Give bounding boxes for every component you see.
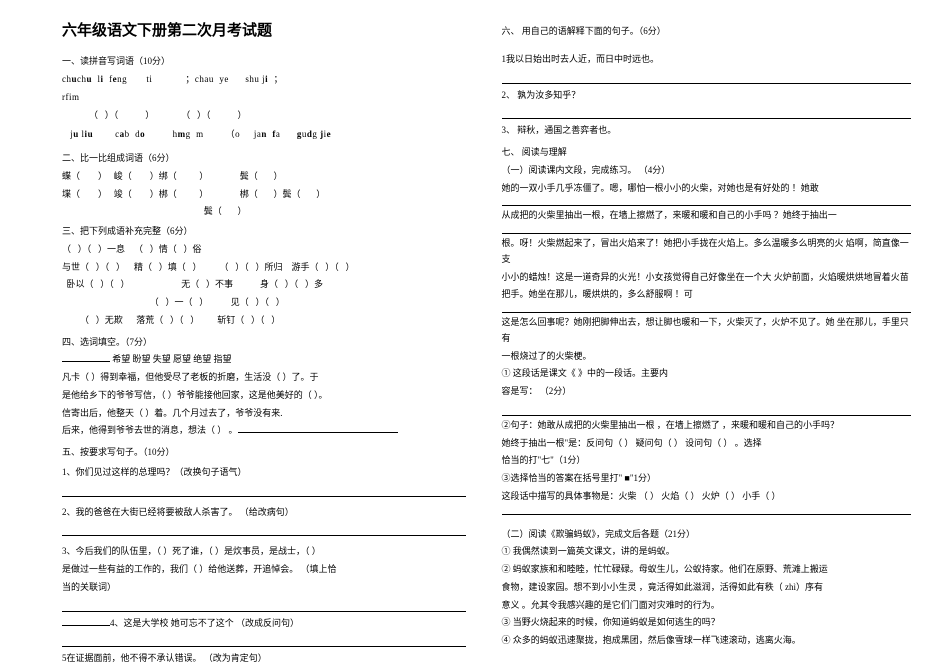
sec3-r1: （ ）（ ）一息 （ ）情（ ）俗 <box>62 242 466 258</box>
sec2-head: 二、比一比组成词语（6分） <box>62 151 466 167</box>
blank-line <box>62 633 466 647</box>
sec3-r5: （ ）无欺 落荒（ ）（ ） 斩钉（ ）（ ） <box>62 313 466 329</box>
sec3-r4: （ ）一（ ） 见（ ）（ ） <box>62 295 466 311</box>
sec2-r1: 蝶（ ） 峻（ ）绑（ ） 鬓（ ） <box>62 169 466 185</box>
sec5-q2: 2、我的爸爸在大街已经将要被敌人杀害了。 （给改病句） <box>62 505 466 521</box>
sec5-q3a: 3、今后我们的队伍里，（ ）死了谁，（ ）是炊事员，是战士，（ ） <box>62 544 466 560</box>
sec2-r2: 堞（ ） 竣（ ）梆（ ） 梆（ ）鬓（ ） <box>62 187 466 203</box>
sec1-pinyin-1b: rfim <box>62 90 466 106</box>
sec7-p1-l3: 根。呀！火柴燃起来了，冒出火焰来了！她把小手拢在火焰上。多么温暖多么明亮的火 焰… <box>502 236 912 268</box>
sec7-p1-head: （一）阅读课内文段，完成练习。 （4分） <box>502 163 912 179</box>
sec5-q1: 1、你们见过这样的总理吗？（改换句子语气） <box>62 465 466 481</box>
sec7-p1-l7: 一根烧过了的火柴梗。 <box>502 349 912 365</box>
sec3-head: 三、把下列成语补充完整（6分） <box>62 224 466 240</box>
sec7-p1-l6: 这是怎么回事呢？她刚把脚伸出去，想让脚也暖和一下，火柴灭了，火炉不见了。她 坐在… <box>502 315 912 347</box>
sec2-r3: 鬓（ ） <box>62 204 466 220</box>
sec7-p1-l4: 小小的蜡烛！这是一道奇异的火光！小女孩觉得自己好像坐在一个大 火炉前面，火焰暖烘… <box>502 270 912 286</box>
sec1-pinyin-1: chuchu li feng ti ；chau ye shu ji ； <box>62 72 466 88</box>
page-title: 六年级语文下册第二次月考试题 <box>62 18 466 44</box>
sec7-p2-l3: 食物，建设家园。想不到小小生灵 ，竟活得如此滋润，活得如此有秩（ zhì）序有 <box>502 580 912 596</box>
blank-line <box>62 598 466 612</box>
right-column: 六、 用自己的语解释下面的句子。（6分） 1我以日始出时去人近，而日中时远也。 … <box>492 18 922 650</box>
sec3-r2: 与世（ ）（ ） 精（ ）填（ ） （ ）（ ）所归 游手（ ）（ ） <box>62 260 466 276</box>
sec7-q2a: ②句子：她敢从成把的火柴里抽出一根 ，在墙上擦燃了 ，来暖和暖和自己的小手吗？ <box>502 418 912 434</box>
sec5-q4: 4、这是大学校 她可忘不了这个 （改成反问句） <box>62 616 466 632</box>
sec4-head: 四、选词填空。（7分） <box>62 335 466 351</box>
sec4-l1: 凡卡（ ）得到幸福，但他受尽了老板的折磨，生活没（ ）了。于 <box>62 370 466 386</box>
blank-line <box>502 70 912 84</box>
sec7-p2-l6: ④ 众多的蚂蚁迅速聚拢，抱成黑团，然后像雪球一样飞速滚动，逃离火海。 <box>502 633 912 649</box>
sec7-q1a: ① 这段话是课文《 》中的一段话。主要内 <box>502 366 912 382</box>
sec7-p2-head: （二）阅读《欺骗蚂蚁》，完成文后各题（21分） <box>502 527 912 543</box>
sec6-q2: 2、 孰为汝多知乎？ <box>502 88 912 104</box>
sec7-p2-l1: ① 我偶然读到一篇英文课文，讲的是蚂蚁。 <box>502 544 912 560</box>
sec7-p2-l4: 意义 。允其令我感兴趣的是它们门面对灾难时的行为。 <box>502 598 912 614</box>
sec6-q1: 1我以日始出时去人近，而日中时远也。 <box>502 52 912 68</box>
sec7-p2-l5: ③ 当野火烧起来的时候，你知道蚂蚁是如何逃生的吗？ <box>502 615 912 631</box>
sec4-l4: 后来，他得到爷爷去世的消息，想法（ ） 。 <box>62 423 466 439</box>
sec7-q2b: 她终于抽出一根"是：反问句（ ） 疑问句（ ） 设问句（ ） 。选择 <box>502 436 912 452</box>
sec1-pinyin-2: ju liu cab do hmg m （o jan fa gudg jie <box>62 127 466 143</box>
sec1-paren-1: （ ）（ ） （ ）（ ） <box>62 108 466 124</box>
sec7-q3: ③选择恰当的答案在括号里打" ■"1分） <box>502 471 912 487</box>
sec4-l3: 信寄出后，他整天（ ）着。几个月过去了，爷爷没有来. <box>62 406 466 422</box>
sec4-choices: 希望 盼望 失望 愿望 绝望 指望 <box>62 352 466 368</box>
sec7-q1b: 容是写： （2分） <box>502 384 912 400</box>
sec5-q3c: 当的关联词） <box>62 580 466 596</box>
sec5-q5: 5在证据面前，他不得不承认错误。 （改为肯定句） <box>62 651 466 667</box>
sec7-q2c: 恰当的打"七"（1分） <box>502 453 912 469</box>
sec7-head: 七、 阅读与理解 <box>502 145 912 161</box>
sec6-q3: 3、 辩秋，通国之善弈者也。 <box>502 123 912 139</box>
sec3-r3: 卧以（ ）（ ） 无（ ）不事 身（ ）（ ）多 <box>62 277 466 293</box>
sec4-l2: 是他给乡下的爷爷写信，（ ）爷爷能接他回家，这是他美好的（ ）。 <box>62 388 466 404</box>
sec7-p2-l2: ② 蚂蚁家族和和睦睦，忙忙碌碌。母蚁生儿，公蚁持家。他们在原野、荒滩上搬运 <box>502 562 912 578</box>
blank-line <box>502 105 912 119</box>
sec6-head: 六、 用自己的语解释下面的句子。（6分） <box>502 24 912 40</box>
blank-line <box>62 483 466 497</box>
sec1-head: 一、读拼音写词语（10分） <box>62 54 466 70</box>
sec5-head: 五、按要求写句子。（10分） <box>62 445 466 461</box>
blank-line <box>62 522 466 536</box>
blank-line <box>502 402 912 416</box>
sec5-q3b: 是做过一些有益的工作的，我们（ ）给他送葬，开追悼会。 （填上恰 <box>62 562 466 578</box>
left-column: 六年级语文下册第二次月考试题 一、读拼音写词语（10分） chuchu li f… <box>62 18 492 650</box>
